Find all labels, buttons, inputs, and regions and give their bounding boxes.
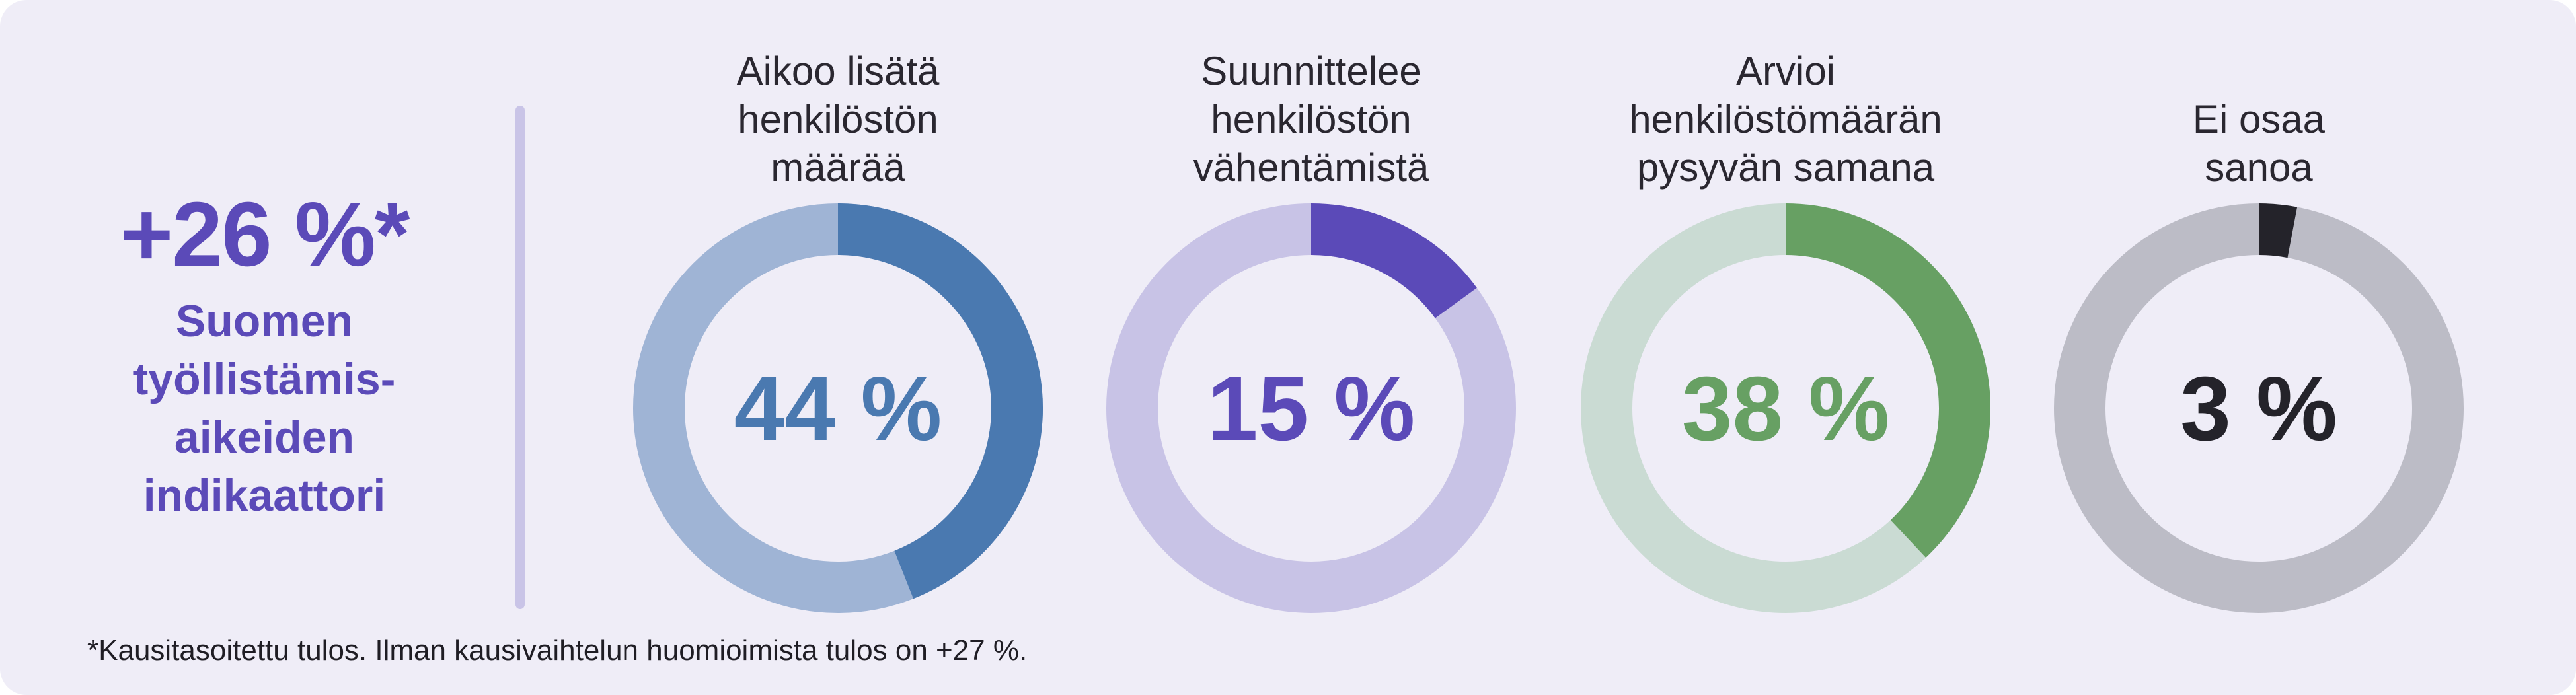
donut-title-line: henkilöstömäärän <box>1629 97 1942 141</box>
donut-arc-3 <box>1785 203 1990 558</box>
donut-value-1: 44 % <box>734 358 942 460</box>
donut-title-2: Suunnittelee henkilöstön vähentämistä <box>1106 47 1516 192</box>
donut-arc-2 <box>1310 203 1477 319</box>
donut-value-4: 3 % <box>2180 358 2337 460</box>
donut-title-3: Arvioi henkilöstömäärän pysyvän samana <box>1581 47 1990 192</box>
donut-arc-1 <box>837 203 1043 599</box>
donut-title-line: Arvioi <box>1735 49 1836 93</box>
indicator-label-line: työllistämis- <box>133 354 396 404</box>
donut-title-line: henkilöstön <box>738 97 938 141</box>
indicator-label: Suomen työllistämis- aikeiden indikaatto… <box>79 292 449 525</box>
donut-title-line: Suunnittelee <box>1201 49 1421 93</box>
donut-title-4: Ei osaa sanoa <box>2054 95 2464 192</box>
indicator-value: +26 %* <box>120 184 410 285</box>
indicator-label-line: Suomen <box>175 296 354 346</box>
donut-title-line: sanoa <box>2205 145 2313 190</box>
donut-value-2: 15 % <box>1207 358 1416 460</box>
donut-title-1: Aikoo lisätä henkilöstön määrää <box>633 47 1043 192</box>
donut-title-line: määrää <box>771 145 905 190</box>
donut-value-3: 38 % <box>1682 358 1890 460</box>
donut-title-line: Ei osaa <box>2192 97 2326 141</box>
donut-title-line: Aikoo lisätä <box>736 49 940 93</box>
donut-arc-4 <box>2258 203 2298 258</box>
vertical-divider <box>515 106 525 609</box>
indicator-label-line: indikaattori <box>143 470 386 521</box>
indicator-label-line: aikeiden <box>174 412 355 462</box>
donut-title-line: pysyvän samana <box>1636 145 1935 190</box>
footnote: *Kausitasoitettu tulos. Ilman kausivaiht… <box>87 634 1028 667</box>
donut-title-line: vähentämistä <box>1193 145 1429 190</box>
indicator-block: +26 %* Suomen työllistämis- aikeiden ind… <box>79 185 449 525</box>
donut-title-line: henkilöstön <box>1211 97 1412 141</box>
